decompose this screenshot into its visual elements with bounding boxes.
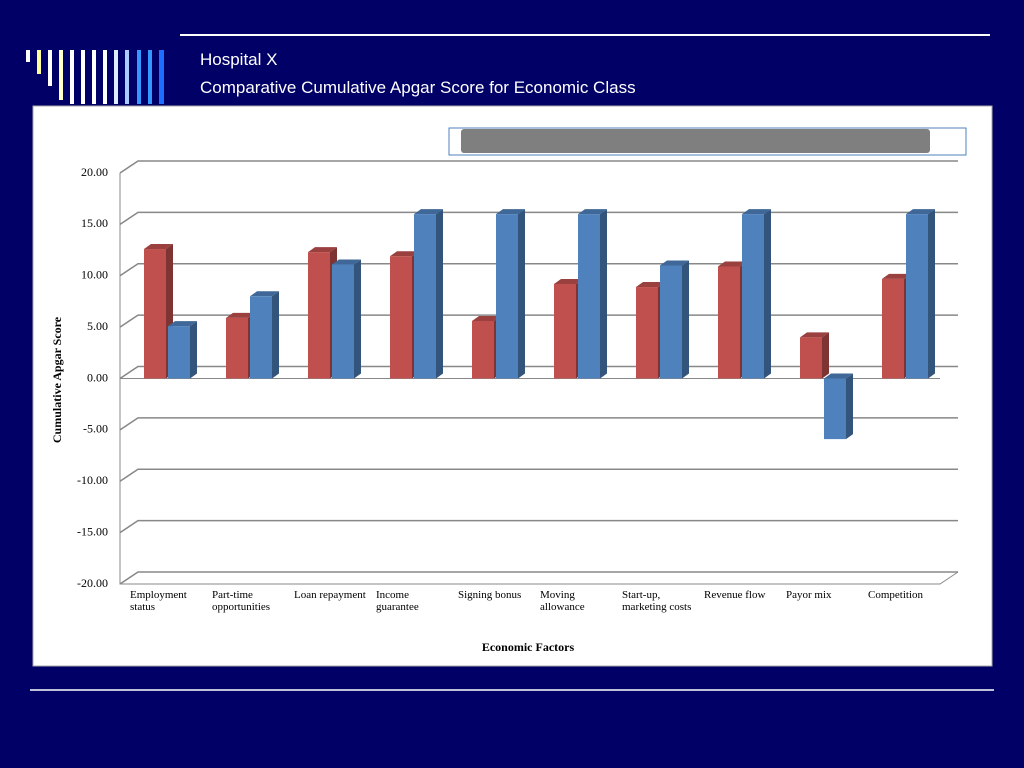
bar-top (226, 312, 255, 318)
x-tick-label: Revenue flow (704, 589, 766, 601)
bar (308, 252, 330, 379)
bar-top (390, 251, 419, 257)
bar (332, 264, 354, 379)
x-axis-label: Economic Factors (482, 640, 575, 654)
bar (660, 265, 682, 379)
bar (636, 287, 658, 379)
bar (168, 326, 190, 379)
bar-top (250, 291, 279, 297)
bar-top (332, 259, 361, 265)
bar-top (882, 273, 911, 279)
x-tick-label: Employment status (130, 589, 187, 613)
bar-top (742, 209, 771, 215)
y-tick-label: -15.00 (77, 524, 108, 538)
bar-side (436, 209, 443, 379)
bar-side (600, 209, 607, 379)
y-tick-label: 15.00 (81, 216, 108, 230)
bar (496, 214, 518, 379)
grid-line (119, 160, 958, 174)
x-tick-label: Payor mix (786, 589, 832, 601)
bar-side (518, 209, 525, 379)
bar-top (660, 260, 689, 266)
bar-side (682, 260, 689, 379)
bar-top (578, 209, 607, 215)
y-tick-label: -20.00 (77, 576, 108, 590)
bar (824, 378, 846, 440)
bar (414, 214, 436, 379)
y-tick-label: 20.00 (81, 165, 108, 179)
bar-side (928, 209, 935, 379)
bar (578, 214, 600, 379)
y-tick-label: -10.00 (77, 473, 108, 487)
y-tick-label: 0.00 (87, 370, 108, 384)
x-tick-label: Start-up, marketing costs (622, 589, 692, 613)
bar-side (354, 259, 361, 379)
bar (718, 266, 740, 379)
bar (554, 283, 576, 379)
stripes (26, 50, 164, 104)
bar (250, 296, 272, 379)
bar (472, 320, 494, 379)
legend-bar (461, 129, 930, 153)
bar-side (764, 209, 771, 379)
bar-top (636, 282, 665, 288)
grid-line (119, 468, 958, 482)
bar-side (846, 373, 853, 440)
bar (882, 278, 904, 379)
grid-line (119, 211, 958, 225)
x-tick-label: Moving allowance (540, 589, 585, 613)
x-tick-label: Loan repayment (294, 589, 366, 601)
x-tick-label: Part-time opportunities (212, 589, 271, 613)
grid-line (119, 571, 958, 585)
bar-top (168, 321, 197, 327)
bar-side (190, 321, 197, 379)
bar-top (554, 278, 583, 284)
bar-top (718, 261, 747, 267)
y-tick-label: 10.00 (81, 268, 108, 282)
bar-side (272, 291, 279, 379)
bar-top (906, 209, 935, 215)
x-tick-label: Competition (868, 589, 923, 601)
y-tick-label: -5.00 (83, 422, 108, 436)
bar-side (822, 332, 829, 379)
bar-top (496, 209, 525, 215)
bar (906, 214, 928, 379)
bar (144, 249, 166, 379)
bar (800, 337, 822, 379)
bar (226, 317, 248, 379)
grid-line (119, 519, 958, 534)
bar-top (144, 244, 173, 250)
slide-title: Hospital X (200, 50, 278, 69)
x-tick-label: Signing bonus (458, 589, 522, 601)
x-tick-label: Income guarantee (376, 589, 419, 613)
bar-top (824, 373, 853, 379)
bar (390, 256, 412, 379)
grid-line (119, 417, 958, 431)
bar-top (308, 247, 337, 253)
bar-top (800, 332, 829, 338)
y-tick-label: 5.00 (87, 319, 108, 333)
bar (742, 214, 764, 379)
y-axis-label: Cumulative Apgar Score (50, 316, 64, 443)
bar-top (414, 209, 443, 215)
slide-subtitle: Comparative Cumulative Apgar Score for E… (200, 78, 636, 97)
bar-top (472, 315, 501, 321)
